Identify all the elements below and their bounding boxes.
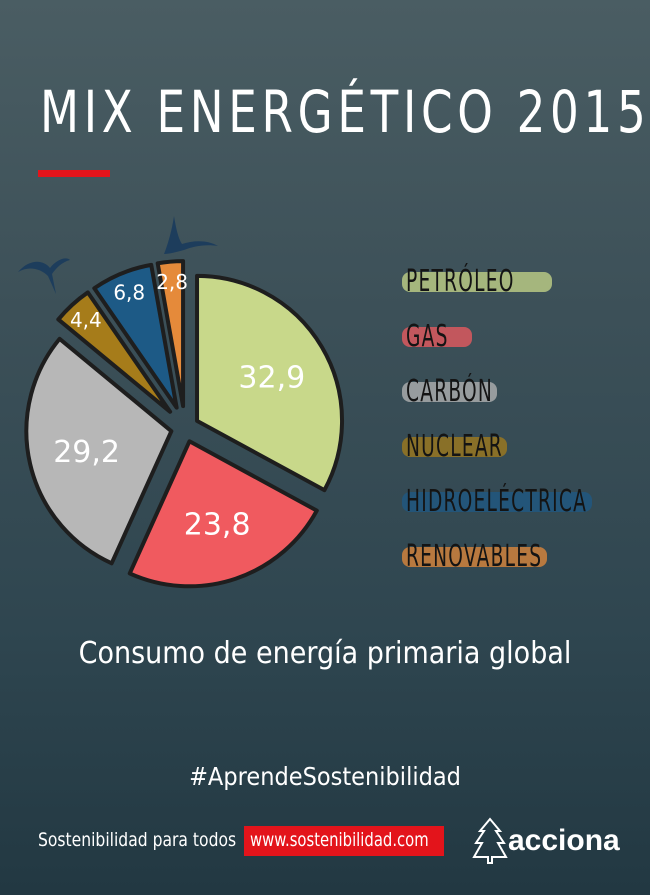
legend-label: NUCLEAR [406,429,503,464]
pie-slice-gas [127,439,319,589]
pie-label-carbon: 29,2 [53,435,120,470]
pie-slice-hidroelectrica [92,262,179,410]
chart-legend: PETRÓLEO GAS CARBÓN NUCLEAR HIDROELÉCTRI… [402,258,632,588]
legend-item-nuclear: NUCLEAR [402,423,632,478]
pie-slice-carbon [24,336,174,566]
legend-item-renovables: RENOVABLES [402,533,632,588]
hashtag: #AprendeSostenibilidad [189,762,461,791]
legend-swatch [402,437,507,457]
chart-subtitle: Consumo de energía primaria global [78,636,572,671]
legend-item-gas: GAS [402,313,632,368]
bird-icon [164,216,218,254]
legend-swatch [402,547,547,567]
footer-tagline: Sostenibilidad para todos [38,829,237,851]
pie-chart: 32,9 23,8 29,2 4,4 6,8 2,8 [24,259,345,589]
pie-label-renovables: 2,8 [156,270,188,294]
legend-item-hidroelectrica: HIDROELÉCTRICA [402,478,632,533]
footer-url-badge[interactable]: www.sostenibilidad.com [244,826,444,856]
pie-label-petroleo: 32,9 [238,360,305,395]
legend-swatch [402,327,472,347]
pie-slice-petroleo [195,273,345,493]
pie-label-gas: 23,8 [184,508,251,543]
footer-url-link[interactable]: www.sostenibilidad.com [250,829,429,851]
legend-label: PETRÓLEO [406,264,515,299]
legend-item-carbon: CARBÓN [402,368,632,423]
brand-logo-text: acciona [508,824,620,857]
pie-slice-nuclear [56,290,173,414]
legend-swatch [402,382,497,402]
title-underline [38,170,110,177]
legend-label: GAS [406,319,449,354]
legend-item-petroleo: PETRÓLEO [402,258,632,313]
legend-label: HIDROELÉCTRICA [406,484,588,519]
acciona-logo-icon [472,817,508,864]
pie-label-nuclear: 4,4 [70,308,102,332]
legend-swatch [402,272,552,292]
pie-label-hidroelectrica: 6,8 [113,280,145,304]
pie-slice-renovables [155,259,186,409]
legend-label: CARBÓN [406,374,494,409]
bird-icon [18,258,70,294]
legend-swatch [402,492,592,512]
legend-label: RENOVABLES [406,539,543,574]
page-title: MIX ENERGÉTICO 2015 [40,78,650,146]
